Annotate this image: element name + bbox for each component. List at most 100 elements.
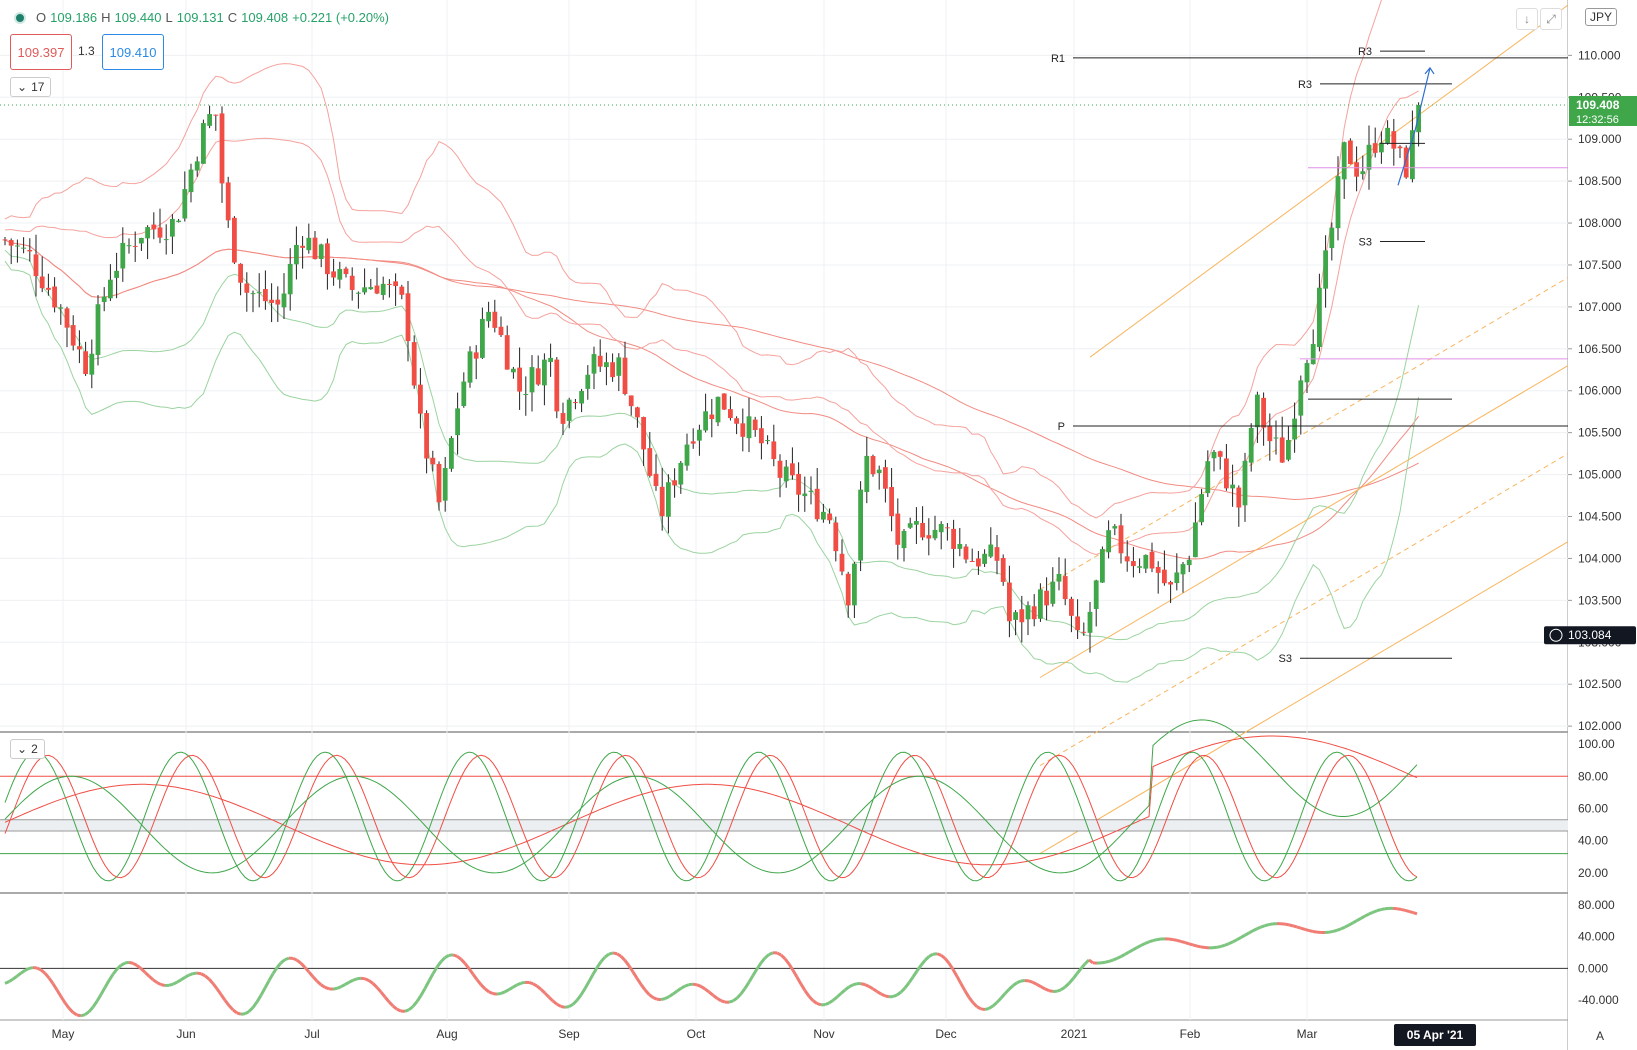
candle[interactable] xyxy=(647,432,653,478)
candle[interactable] xyxy=(225,176,231,228)
momentum-pane[interactable] xyxy=(0,906,1568,1018)
candle[interactable] xyxy=(8,238,14,265)
candle[interactable] xyxy=(207,105,212,129)
candle[interactable] xyxy=(1236,485,1242,527)
candle[interactable] xyxy=(70,315,76,351)
candle[interactable] xyxy=(560,402,566,436)
candle[interactable] xyxy=(876,465,882,490)
candle[interactable] xyxy=(715,396,721,427)
osc-collapse-button[interactable]: ⌄ 2 xyxy=(10,739,45,759)
currency-badge[interactable]: JPY xyxy=(1585,8,1618,26)
candle[interactable] xyxy=(405,280,411,362)
candle[interactable] xyxy=(318,243,324,268)
candle[interactable] xyxy=(852,561,857,618)
candle[interactable] xyxy=(697,424,702,456)
candle[interactable] xyxy=(938,521,944,550)
candle[interactable] xyxy=(58,304,64,325)
candle[interactable] xyxy=(95,295,101,366)
candle[interactable] xyxy=(2,236,8,246)
candle[interactable] xyxy=(83,341,88,376)
candle[interactable] xyxy=(46,273,51,296)
candle[interactable] xyxy=(511,366,516,379)
candle[interactable] xyxy=(387,279,392,298)
candle[interactable] xyxy=(1112,524,1118,536)
candle[interactable] xyxy=(610,353,615,382)
candle[interactable] xyxy=(64,306,70,348)
candle[interactable] xyxy=(331,258,336,286)
candle[interactable] xyxy=(659,467,665,531)
candle[interactable] xyxy=(945,523,950,541)
candle[interactable] xyxy=(845,571,851,618)
candle[interactable] xyxy=(920,506,925,541)
candle[interactable] xyxy=(994,535,1000,575)
candle[interactable] xyxy=(486,301,491,328)
candle[interactable] xyxy=(1248,423,1254,472)
candle[interactable] xyxy=(901,528,907,562)
sell-button[interactable]: 109.397 xyxy=(10,34,72,70)
candle[interactable] xyxy=(1044,577,1049,621)
candle[interactable] xyxy=(219,106,225,203)
candle[interactable] xyxy=(1168,580,1173,604)
candle[interactable] xyxy=(325,238,330,290)
candle[interactable] xyxy=(535,355,541,386)
candle[interactable] xyxy=(108,264,113,302)
candle[interactable] xyxy=(461,372,467,408)
candle[interactable] xyxy=(1000,554,1006,586)
candle[interactable] xyxy=(1397,145,1403,158)
candle[interactable] xyxy=(864,436,870,504)
candle[interactable] xyxy=(244,272,250,312)
candle[interactable] xyxy=(821,503,826,523)
candle[interactable] xyxy=(349,267,355,301)
candle[interactable] xyxy=(703,393,708,433)
candle[interactable] xyxy=(1031,594,1037,627)
candle[interactable] xyxy=(1007,565,1012,638)
candle[interactable] xyxy=(1385,120,1390,145)
candle[interactable] xyxy=(566,397,572,429)
candle[interactable] xyxy=(969,548,975,563)
candle[interactable] xyxy=(1372,127,1378,158)
candle[interactable] xyxy=(436,461,442,511)
candle[interactable] xyxy=(157,208,163,244)
candle[interactable] xyxy=(721,393,727,411)
candle[interactable] xyxy=(622,341,628,396)
candle[interactable] xyxy=(914,507,919,544)
candle[interactable] xyxy=(895,498,901,560)
candle[interactable] xyxy=(1013,610,1018,636)
candle[interactable] xyxy=(889,468,894,532)
candle[interactable] xyxy=(827,508,832,524)
scale-mode-button[interactable]: A xyxy=(1596,1029,1604,1043)
candle[interactable] xyxy=(963,544,969,564)
candle[interactable] xyxy=(1137,558,1142,574)
candle[interactable] xyxy=(585,365,591,400)
candle[interactable] xyxy=(1056,557,1062,591)
candle[interactable] xyxy=(932,515,938,541)
candle[interactable] xyxy=(1081,622,1087,636)
candle[interactable] xyxy=(517,347,522,410)
candle[interactable] xyxy=(1366,125,1372,190)
candle[interactable] xyxy=(628,395,634,416)
candle[interactable] xyxy=(380,276,386,300)
candle[interactable] xyxy=(554,357,560,419)
candle[interactable] xyxy=(33,234,39,297)
candle[interactable] xyxy=(467,346,473,388)
candle[interactable] xyxy=(988,527,994,559)
candle[interactable] xyxy=(1286,426,1291,462)
candle[interactable] xyxy=(1038,583,1043,622)
candle[interactable] xyxy=(1341,141,1347,199)
candle[interactable] xyxy=(1329,222,1335,261)
candle[interactable] xyxy=(951,519,956,568)
candle[interactable] xyxy=(114,252,119,299)
candle[interactable] xyxy=(15,239,20,263)
candle[interactable] xyxy=(684,433,690,471)
candle[interactable] xyxy=(1050,567,1056,607)
candle[interactable] xyxy=(982,549,987,567)
candle[interactable] xyxy=(926,518,932,556)
candle[interactable] xyxy=(163,224,169,255)
candle[interactable] xyxy=(39,256,45,293)
candle[interactable] xyxy=(1279,416,1285,463)
candle[interactable] xyxy=(151,212,157,240)
candle[interactable] xyxy=(1348,138,1353,165)
candle[interactable] xyxy=(492,299,498,333)
candle[interactable] xyxy=(1298,375,1304,435)
candle[interactable] xyxy=(1416,102,1421,147)
